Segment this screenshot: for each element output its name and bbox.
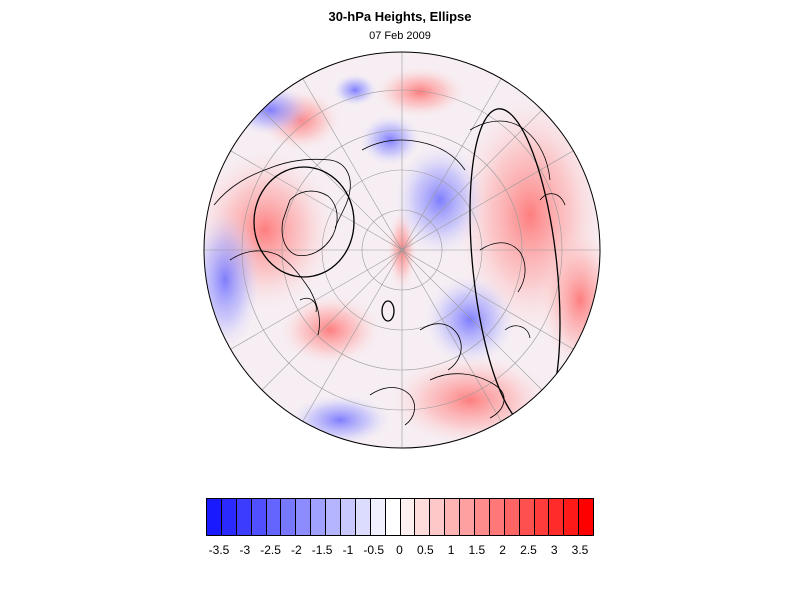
negative-anomaly xyxy=(360,115,420,165)
colorbar-swatch xyxy=(385,499,401,535)
colorbar-swatch xyxy=(311,499,327,535)
colorbar-swatch xyxy=(400,499,416,535)
negative-anomaly xyxy=(333,74,377,106)
colorbar-swatch xyxy=(579,499,594,535)
anomaly-field xyxy=(204,52,600,448)
colorbar-swatch xyxy=(341,499,356,535)
colorbar xyxy=(206,498,594,536)
positive-anomaly xyxy=(390,355,550,445)
colorbar-swatch xyxy=(221,499,237,535)
colorbar-tick-label: -1.5 xyxy=(311,543,333,557)
positive-anomaly xyxy=(540,230,600,370)
colorbar-tick-label: 2 xyxy=(499,543,506,557)
colorbar-swatch xyxy=(326,499,342,535)
colorbar-swatch xyxy=(549,499,565,535)
negative-anomaly xyxy=(395,145,485,255)
colorbar-swatch xyxy=(489,499,505,535)
vortex-ellipse-left xyxy=(253,166,355,278)
colorbar-tick-label: -2.5 xyxy=(260,543,281,557)
colorbar-tick-label: 0 xyxy=(396,543,403,557)
negative-anomaly xyxy=(204,210,260,350)
colorbar-swatch xyxy=(534,499,550,535)
vortex-ellipse-small xyxy=(381,300,395,322)
colorbar-swatch xyxy=(281,499,297,535)
colorbar-tick-label: -1 xyxy=(342,543,354,557)
negative-anomaly xyxy=(290,395,390,445)
colorbar-swatch xyxy=(370,499,386,535)
colorbar-tick-label: -3 xyxy=(239,543,251,557)
negative-anomaly xyxy=(230,85,310,135)
negative-anomaly xyxy=(425,275,515,365)
colorbar-tick-label: -3.5 xyxy=(208,543,230,557)
colorbar-tick-label: 1.5 xyxy=(468,543,486,557)
map-title: 30-hPa Heights, Ellipse xyxy=(328,9,472,24)
positive-anomaly xyxy=(375,67,465,117)
colorbar-tick-label: 3 xyxy=(550,543,558,557)
colorbar-swatch xyxy=(460,499,476,535)
graticule xyxy=(204,52,600,448)
positive-anomaly xyxy=(280,295,380,365)
colorbar-swatch xyxy=(296,499,312,535)
colorbar-swatch xyxy=(266,499,282,535)
colorbar-swatch xyxy=(430,499,446,535)
coastlines xyxy=(213,120,566,426)
map-date: 07 Feb 2009 xyxy=(369,30,431,42)
colorbar-swatch xyxy=(355,499,371,535)
colorbar-swatch xyxy=(415,499,431,535)
colorbar-tick-label: 2.5 xyxy=(520,543,537,557)
colorbar-swatch xyxy=(504,499,520,535)
colorbar-tick-label: -2 xyxy=(291,543,302,557)
colorbar-tick-label: 3.5 xyxy=(571,543,589,557)
colorbar-swatch xyxy=(564,499,580,535)
colorbar-swatch xyxy=(236,499,252,535)
colorbar-tick-label: -0.5 xyxy=(363,543,385,557)
colorbar-tick-label: 1 xyxy=(447,543,455,557)
colorbar-tick-label: 0.5 xyxy=(416,543,434,557)
colorbar-labels: -3.5 -3 -2.5 -2 -1.5 -1 -0.5 0 0.5 1 1.5 2 2.5 3 3.5 xyxy=(0,543,800,559)
colorbar-swatch xyxy=(445,499,461,535)
globe-outline xyxy=(203,51,601,449)
colorbar-swatch xyxy=(519,499,535,535)
colorbar-swatch xyxy=(251,499,267,535)
colorbar-swatch xyxy=(475,499,490,535)
colorbar-swatch xyxy=(207,499,222,535)
